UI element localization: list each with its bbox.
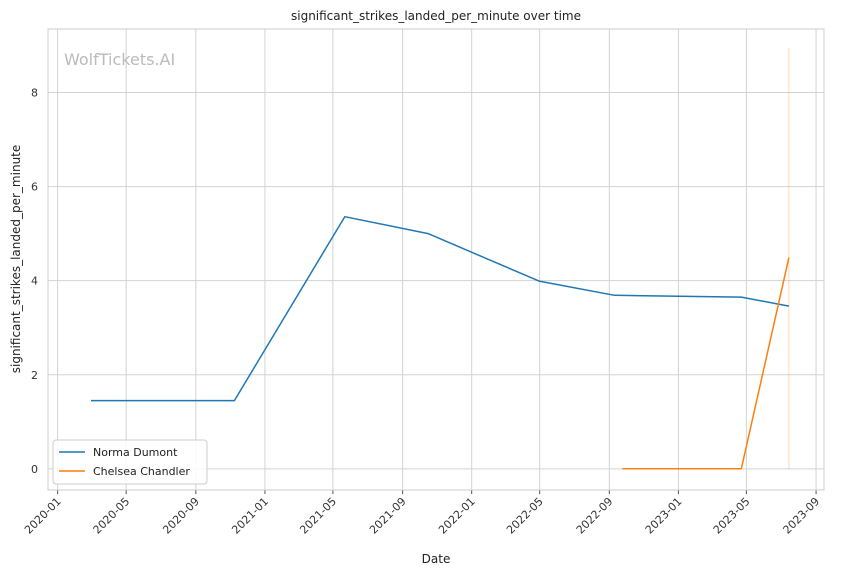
legend-box bbox=[52, 439, 208, 485]
chart-title: significant_strikes_landed_per_minute ov… bbox=[291, 9, 581, 23]
y-tick-labels: 0 2 4 6 8 bbox=[31, 87, 38, 476]
x-tick-label: 2023-09 bbox=[780, 495, 822, 537]
x-tick-label: 2020-09 bbox=[160, 495, 202, 537]
y-tick-label: 2 bbox=[31, 369, 38, 382]
x-tick-label: 2020-01 bbox=[22, 495, 64, 537]
x-tick-label: 2022-05 bbox=[504, 495, 546, 537]
x-tick-label: 2021-01 bbox=[229, 495, 271, 537]
legend-label-chelsea-chandler: Chelsea Chandler bbox=[93, 465, 190, 478]
grid bbox=[48, 29, 824, 494]
watermark: WolfTickets.AI bbox=[64, 50, 175, 69]
plot-frame bbox=[47, 28, 825, 491]
legend: Norma Dumont Chelsea Chandler bbox=[52, 439, 208, 485]
y-tick-label: 0 bbox=[31, 463, 38, 476]
x-axis-title: Date bbox=[422, 552, 451, 566]
x-tick-label: 2022-01 bbox=[436, 495, 478, 537]
series-layer bbox=[91, 215, 790, 470]
legend-label-norma-dumont: Norma Dumont bbox=[93, 446, 178, 459]
x-tick-label: 2021-05 bbox=[297, 495, 339, 537]
y-tick-label: 8 bbox=[31, 87, 38, 100]
x-tick-label: 2023-01 bbox=[643, 495, 685, 537]
series-line-chelsea-chandler bbox=[622, 257, 790, 470]
x-tick-label: 2022-09 bbox=[574, 495, 616, 537]
x-tick-label: 2021-09 bbox=[367, 495, 409, 537]
y-tick-label: 4 bbox=[31, 275, 38, 288]
x-tick-label: 2020-05 bbox=[91, 495, 133, 537]
x-tick-labels: 2020-01 2020-05 2020-09 2021-01 2021-05 2021-… bbox=[22, 495, 822, 537]
x-tick-label: 2023-05 bbox=[711, 495, 753, 537]
y-axis-title: significant_strikes_landed_per_minute bbox=[9, 145, 23, 374]
y-tick-label: 6 bbox=[31, 181, 38, 194]
series-line-norma-dumont bbox=[91, 215, 790, 402]
